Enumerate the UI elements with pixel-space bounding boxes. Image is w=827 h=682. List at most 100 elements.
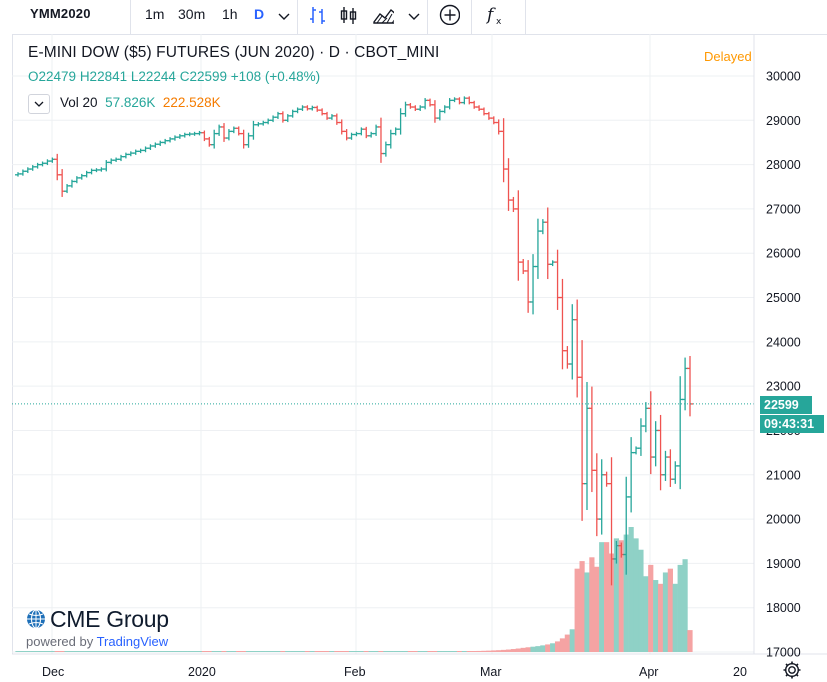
candles-style-icon[interactable] — [338, 4, 360, 26]
volume-legend: Vol 20 57.826K 222.528K — [60, 95, 221, 110]
volume-bar — [388, 651, 394, 652]
y-tick-label: 30000 — [766, 70, 801, 84]
volume-bar — [638, 549, 644, 652]
volume-bar — [540, 645, 546, 652]
volume-bar — [525, 647, 531, 652]
interval-d-button[interactable]: D — [254, 6, 265, 22]
volume-bar — [25, 651, 31, 652]
volume-bar — [412, 651, 418, 652]
ohlc-bar — [549, 260, 556, 267]
legend-change: +108 (+0.48%) — [230, 69, 321, 84]
volume-bar — [314, 651, 320, 652]
volume-bar — [677, 564, 683, 652]
volume-bar — [545, 644, 551, 652]
left-drawing-strip — [0, 34, 13, 654]
volume-bar — [594, 566, 600, 652]
function-icon[interactable]: f x — [484, 3, 506, 25]
volume-bar — [344, 651, 350, 652]
x-tick-label: Mar — [480, 665, 502, 679]
volume-bar — [167, 651, 173, 652]
interval-1m-button[interactable]: 1m — [145, 6, 165, 22]
volume-label: Vol 20 — [60, 95, 98, 110]
ohlc-bar — [265, 118, 272, 125]
ohlc-bar — [162, 138, 169, 145]
price-chart[interactable]: 30000 29000 28000 27000 26000 25000 24000 23000… — [0, 34, 827, 682]
ohlc-bar — [270, 115, 277, 123]
volume-bar — [236, 651, 242, 652]
volume-bar — [84, 651, 90, 652]
volume-bar — [304, 651, 311, 652]
volume-bar — [15, 651, 21, 652]
dropdown-chevron-icon[interactable] — [274, 6, 296, 28]
volume-bar — [54, 651, 60, 652]
bars-style-icon[interactable] — [307, 4, 329, 26]
volume-bar — [397, 651, 404, 652]
volume-bar — [30, 651, 36, 652]
volume-bar — [294, 651, 301, 652]
tradingview-link[interactable]: TradingView — [96, 634, 169, 649]
compare-add-icon[interactable] — [438, 3, 460, 25]
ohlc-bar — [157, 140, 164, 147]
ohlc-bar — [574, 299, 581, 398]
price-axis: 30000 29000 28000 27000 26000 25000 24000 23000… — [766, 70, 801, 660]
volume-bar — [118, 651, 124, 652]
area-style-icon[interactable] — [372, 4, 394, 26]
ohlc-bar — [299, 105, 306, 112]
volume-bar — [133, 651, 139, 652]
volume-bar — [672, 583, 678, 652]
volume-bar — [633, 538, 639, 652]
gear-icon[interactable] — [782, 660, 802, 680]
volume-bar — [93, 651, 100, 652]
ohlc-bar — [245, 132, 252, 148]
volume-bar — [604, 542, 610, 652]
volume-bar — [275, 651, 281, 652]
symbol-search-button[interactable]: YMM2020 — [30, 6, 91, 21]
ohlc-bar — [211, 129, 218, 149]
volume-bar — [319, 651, 325, 652]
volume-collapse-button[interactable] — [28, 94, 50, 114]
ohlc-bar — [49, 157, 56, 163]
volume-bar — [79, 651, 85, 652]
ohlc-bar — [319, 108, 326, 116]
ohlc-bar — [603, 471, 610, 487]
ohlc-bar — [29, 165, 36, 171]
chevron-down-icon — [34, 101, 44, 107]
ohlc-bar — [637, 418, 644, 456]
volume-bar — [138, 651, 144, 652]
volume-bar — [290, 651, 296, 652]
ohlc-bar — [642, 402, 649, 433]
interval-30m-button[interactable]: 30m — [178, 6, 206, 22]
interval-1h-button[interactable]: 1h — [222, 6, 238, 22]
volume-bar — [177, 651, 183, 652]
volume-bar — [265, 651, 271, 652]
legend-close: C22599 — [179, 69, 227, 84]
volume-bar — [358, 651, 364, 652]
volume-bar — [152, 651, 158, 652]
y-tick-label: 21000 — [766, 468, 801, 482]
volume-bar — [648, 564, 654, 652]
volume-bar — [206, 651, 212, 652]
ohlc-bar — [598, 459, 605, 535]
volume-bar — [618, 540, 624, 652]
svg-text:f: f — [485, 5, 496, 25]
volume-bar — [113, 651, 119, 652]
volume-bar — [123, 651, 129, 652]
ohlc-bar — [176, 134, 183, 139]
style-dropdown-chevron-icon[interactable] — [404, 6, 426, 28]
volume-bar — [231, 651, 237, 652]
volume-bar — [623, 534, 629, 652]
y-tick-label: 28000 — [766, 158, 801, 172]
volume-bar — [35, 651, 41, 652]
volume-bar — [599, 542, 605, 652]
volume-bar — [491, 650, 497, 652]
ohlc-bar — [407, 103, 414, 109]
ohlc-bar — [73, 176, 80, 184]
x-tick-label: 2020 — [188, 665, 216, 679]
ohlc-bar — [476, 105, 483, 112]
ohlc-bar — [118, 154, 125, 162]
ohlc-bar — [530, 254, 537, 315]
x-tick-label: 20 — [733, 665, 747, 679]
volume-bar — [49, 651, 55, 652]
ohlc-bar — [510, 196, 517, 213]
top-toolbar: YMM2020 1m 30m 1h D f x — [0, 0, 827, 35]
